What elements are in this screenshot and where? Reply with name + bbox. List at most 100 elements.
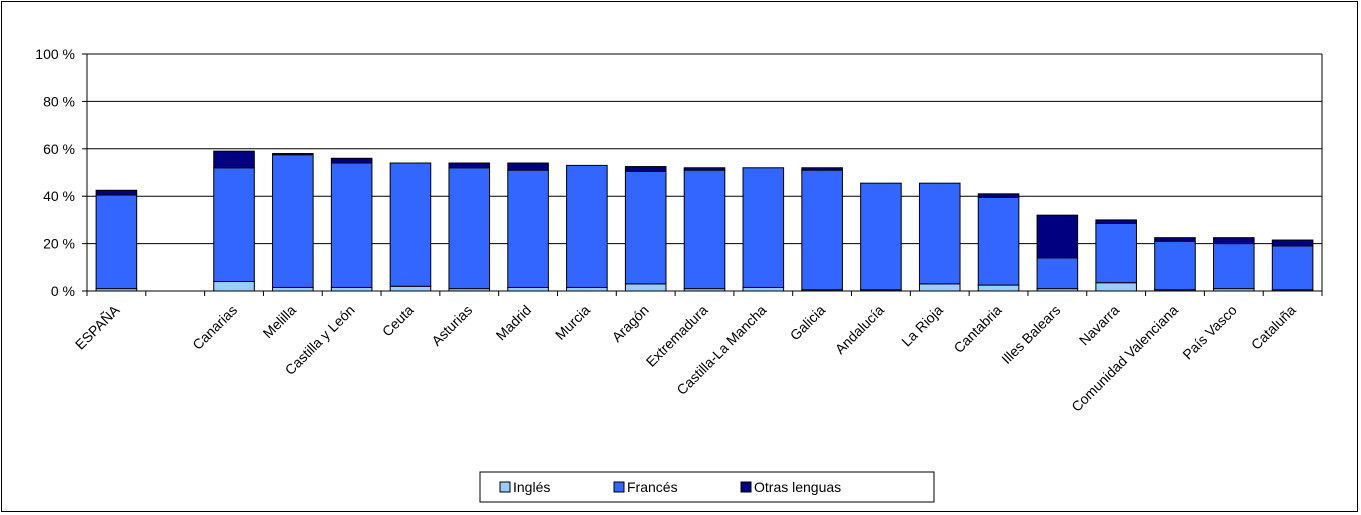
bar-segment-frances	[330, 162, 373, 288]
bar-segment-frances	[801, 169, 843, 291]
bar-stack-castilla-la-mancha	[742, 167, 785, 292]
bar-segment-otras-lenguas	[330, 157, 373, 164]
bar-segment-ingles	[330, 286, 373, 292]
bar-segment-frances	[860, 182, 902, 291]
x-category-label: Andalucía	[832, 302, 887, 357]
legend-swatch-otras-lenguas	[740, 481, 752, 493]
bar-stack-melilla	[272, 153, 314, 292]
bars	[95, 150, 1314, 292]
bar-stack-espana	[95, 189, 138, 292]
bar-segment-frances	[566, 164, 608, 288]
x-category-label: Canarias	[189, 302, 240, 353]
x-category-label: Cataluña	[1248, 302, 1299, 353]
bar-segment-ingles	[213, 281, 255, 292]
legend-swatch-ingles	[499, 481, 511, 493]
bar-stack-comunidad-valenciana	[1154, 237, 1196, 292]
bar-stack-extremadura	[683, 167, 726, 292]
legend-swatch-frances	[613, 481, 625, 493]
bar-segment-otras-lenguas	[1095, 219, 1137, 224]
bar-segment-frances	[95, 194, 138, 290]
x-category-label: Madrid	[493, 302, 535, 344]
legend-label-ingles: Inglés	[513, 479, 550, 495]
bar-stack-cantabria	[977, 193, 1020, 292]
bar-segment-ingles	[918, 283, 961, 292]
bar-segment-otras-lenguas	[683, 167, 726, 171]
bar-segment-otras-lenguas	[624, 166, 667, 172]
bar-segment-otras-lenguas	[801, 167, 843, 171]
bar-stack-murcia	[566, 164, 608, 292]
bar-segment-otras-lenguas	[977, 193, 1020, 198]
bar-segment-frances	[742, 167, 785, 288]
bar-stack-cataluna	[1271, 239, 1314, 292]
bar-stack-canarias	[213, 150, 255, 292]
bar-segment-ingles	[566, 286, 608, 292]
x-category-label: Cantabria	[950, 302, 1004, 356]
bar-segment-otras-lenguas	[213, 150, 255, 169]
bar-stack-la-rioja	[918, 182, 961, 292]
bar-segment-frances	[977, 196, 1020, 286]
x-category-label: Navarra	[1076, 302, 1123, 349]
bar-segment-frances	[1212, 243, 1255, 290]
x-category-label: País Vasco	[1179, 302, 1240, 363]
bar-segment-frances	[1271, 245, 1314, 291]
bar-stack-asturias	[448, 162, 491, 292]
bar-segment-frances	[1036, 257, 1079, 290]
y-tick-label: 20 %	[43, 236, 75, 252]
bar-segment-ingles	[742, 286, 785, 292]
x-category-label: La Rioja	[898, 302, 946, 350]
bar-segment-otras-lenguas	[1212, 237, 1255, 245]
bar-segment-otras-lenguas	[272, 153, 314, 156]
axes	[82, 53, 1323, 296]
bar-segment-ingles	[624, 283, 667, 292]
bar-segment-frances	[448, 167, 491, 290]
bar-segment-frances	[1095, 222, 1137, 284]
y-tick-label: 40 %	[43, 188, 75, 204]
x-category-label: Asturias	[428, 302, 475, 349]
bar-segment-otras-lenguas	[507, 162, 549, 171]
bar-stack-pais-vasco	[1212, 237, 1255, 292]
bar-segment-ingles	[507, 286, 549, 292]
bar-segment-otras-lenguas	[1154, 237, 1196, 242]
x-category-label: Illes Balears	[998, 302, 1063, 367]
y-tick-label: 0 %	[51, 283, 75, 299]
bar-segment-frances	[918, 182, 961, 285]
bar-segment-frances	[624, 170, 667, 285]
bar-segment-ingles	[1095, 282, 1137, 292]
bar-segment-otras-lenguas	[1271, 239, 1314, 247]
bar-segment-otras-lenguas	[1036, 214, 1079, 259]
bar-segment-frances	[1154, 240, 1196, 291]
bar-segment-ingles	[272, 286, 314, 292]
bar-segment-frances	[507, 169, 549, 288]
legend: Inglés Francés Otras lenguas	[479, 471, 935, 503]
bar-segment-ingles	[389, 285, 432, 292]
bar-segment-otras-lenguas	[448, 162, 491, 169]
x-category-label: Murcia	[552, 302, 593, 343]
x-category-label: Galicia	[787, 302, 829, 344]
y-axis-tick-labels: 0 % 20 % 40 % 60 % 80 % 100 %	[35, 46, 75, 299]
x-category-label: Aragón	[609, 302, 652, 345]
bar-stack-ceuta	[389, 162, 432, 292]
x-category-label: Ceuta	[379, 302, 417, 340]
bar-segment-otras-lenguas	[95, 189, 138, 196]
y-tick-label: 80 %	[43, 93, 75, 109]
bar-stack-galicia	[801, 167, 843, 292]
bar-segment-frances	[213, 167, 255, 283]
bar-stack-illes-balears	[1036, 214, 1079, 292]
bar-segment-frances	[389, 162, 432, 287]
bar-stack-navarra	[1095, 219, 1137, 292]
bar-stack-castilla-y-leon	[330, 157, 373, 292]
y-tick-label: 60 %	[43, 141, 75, 157]
legend-box	[479, 471, 935, 503]
x-category-label: ESPAÑA	[72, 301, 123, 352]
legend-label-frances: Francés	[627, 479, 678, 495]
bar-segment-frances	[272, 154, 314, 288]
bar-stack-andalucia	[860, 182, 902, 292]
bar-segment-ingles	[977, 284, 1020, 292]
bar-stack-aragon	[624, 166, 667, 292]
x-category-label: Comunidad Valenciana	[1068, 302, 1181, 415]
y-tick-label: 100 %	[35, 46, 75, 62]
bar-segment-frances	[683, 169, 726, 290]
